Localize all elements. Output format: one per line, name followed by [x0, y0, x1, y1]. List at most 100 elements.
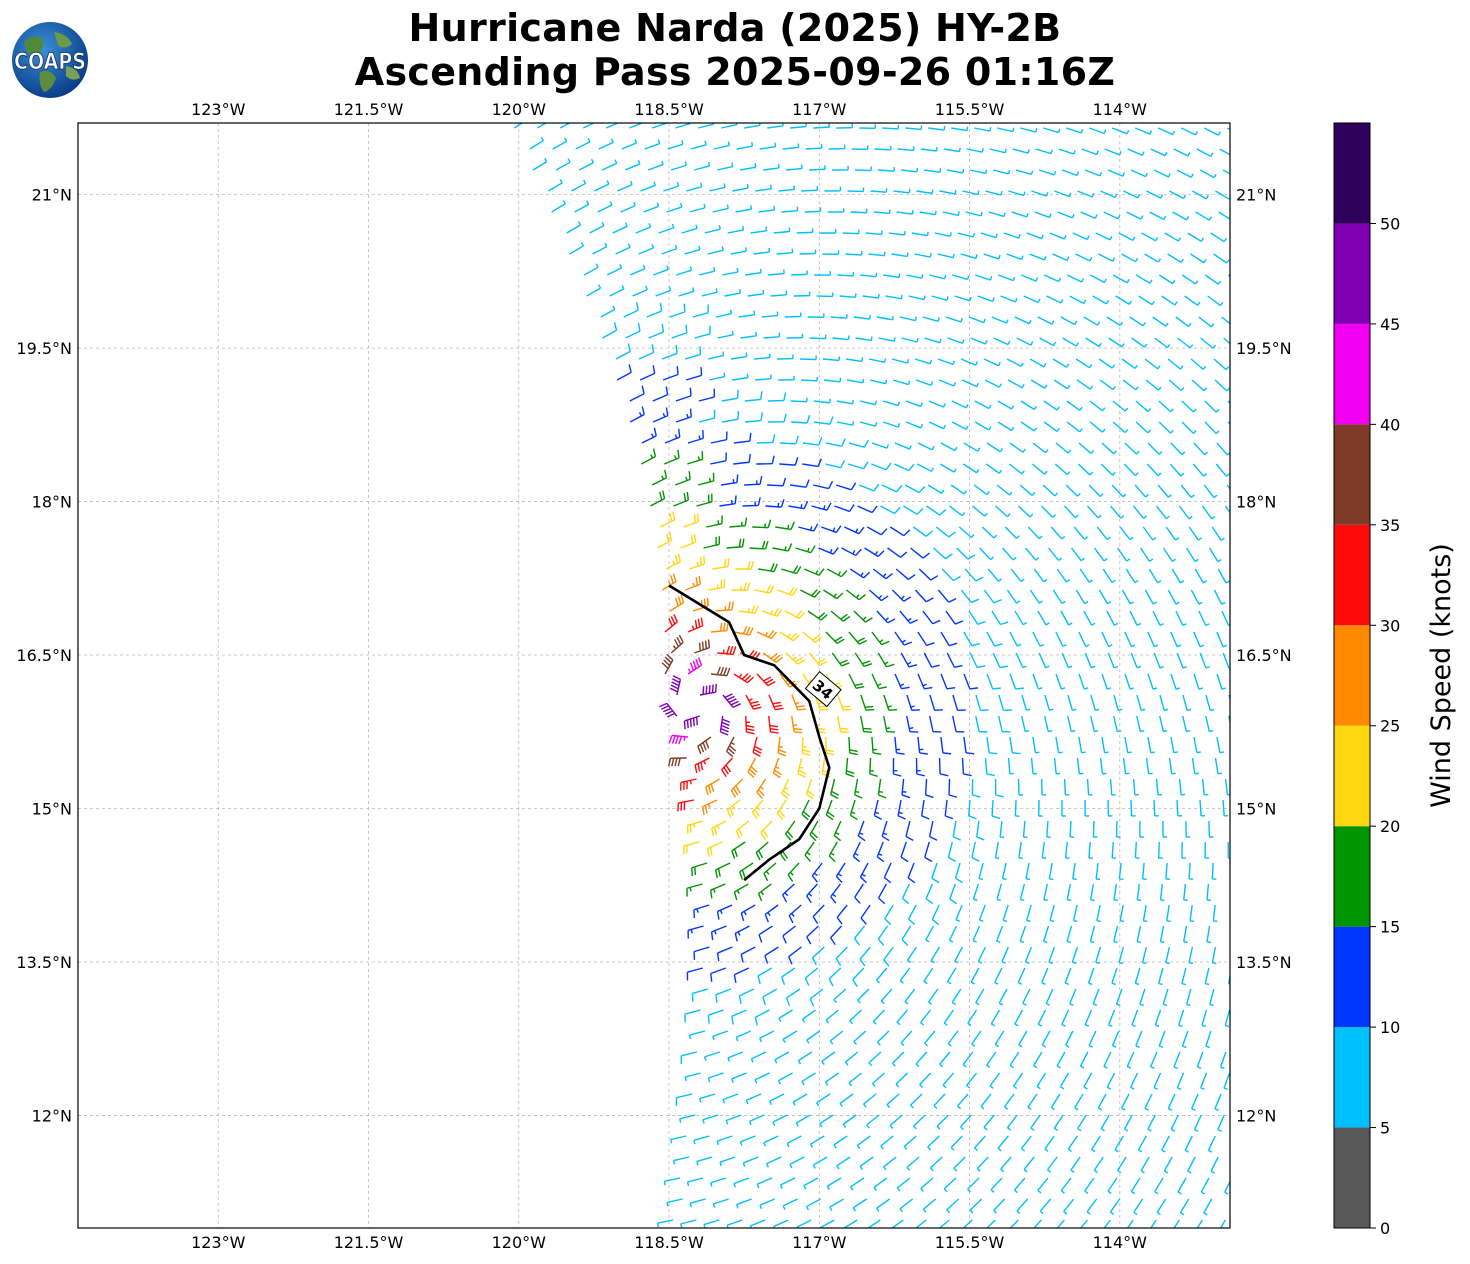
wind-barb-56 — [1081, 148, 1099, 156]
wind-barb-1239 — [693, 1135, 710, 1145]
wind-barb-1043 — [1118, 946, 1125, 965]
wind-barb-987 — [884, 904, 894, 926]
wind-barb-52 — [989, 148, 1007, 154]
wind-barb-228 — [952, 274, 970, 281]
wind-barb-1039 — [1024, 946, 1033, 964]
wind-barb-253 — [862, 294, 880, 299]
chart-title: Hurricane Narda (2025) HY-2B Ascending P… — [180, 6, 1290, 94]
wind-barb-453 — [1078, 442, 1095, 455]
wind-barb-991 — [978, 904, 986, 923]
wind-barb-40 — [713, 141, 730, 150]
wind-barb-988 — [908, 904, 917, 926]
wind-barb-279 — [807, 313, 825, 319]
wind-barb-664 — [687, 617, 704, 633]
wind-barb-738 — [669, 675, 682, 696]
wind-barb-895 — [952, 820, 962, 841]
wind-barb-495 — [858, 483, 880, 492]
wind-barb-973 — [1113, 883, 1119, 902]
wind-barb-1324 — [969, 1198, 983, 1214]
wind-barb-21 — [997, 127, 1015, 133]
wind-barb-418 — [882, 421, 901, 428]
wind-barb-631 — [1075, 589, 1089, 605]
wind-barb-1150 — [868, 1051, 882, 1067]
wind-barb-452 — [1055, 442, 1072, 454]
wind-barb-802 — [1009, 736, 1021, 755]
wind-barb-303 — [717, 330, 734, 339]
wind-barb-529 — [1040, 505, 1057, 518]
wind-barb-330 — [707, 351, 725, 360]
wind-barb-1378 — [1080, 1241, 1090, 1256]
wind-barb-1101 — [825, 1009, 839, 1024]
wind-barb-1175 — [895, 1072, 909, 1088]
wind-barb-285 — [945, 316, 963, 323]
colorbar-bin-5 — [1334, 625, 1370, 726]
wind-barb-764 — [683, 715, 700, 730]
wind-barb-306 — [786, 333, 804, 339]
wind-barb-580 — [1047, 547, 1063, 562]
wind-barb-129 — [666, 203, 683, 213]
wind-barb-967 — [972, 883, 980, 902]
wind-barb-11 — [767, 123, 784, 129]
wind-barb-1020 — [1113, 925, 1119, 944]
wind-barb-183 — [569, 242, 584, 255]
wind-barb-618 — [777, 587, 798, 597]
wind-barb-766 — [745, 715, 755, 735]
wind-barb-1102 — [849, 1009, 863, 1025]
wind-barb-530 — [1063, 505, 1079, 519]
wind-barb-1072 — [691, 988, 709, 1002]
wind-barb-120 — [1146, 190, 1164, 199]
wind-barb-883 — [1222, 799, 1229, 817]
wind-barb-1246 — [856, 1135, 871, 1150]
wind-barb-493 — [812, 480, 834, 490]
wind-barb-1348 — [962, 1219, 973, 1228]
wind-barb-1283 — [1163, 1156, 1173, 1174]
wind-barb-281 — [853, 314, 871, 320]
wind-barb-979 — [693, 904, 710, 919]
wind-barb-1110 — [1037, 1009, 1047, 1027]
wind-barb-1196 — [816, 1093, 831, 1107]
wind-barb-1098 — [754, 1009, 770, 1026]
wind-barb-404 — [1181, 400, 1197, 413]
wind-barb-927 — [1134, 841, 1140, 859]
wind-barb-984 — [812, 904, 825, 924]
wind-barb-43 — [782, 143, 800, 150]
wind-barb-474 — [962, 463, 980, 474]
wind-barb-1049 — [710, 967, 727, 982]
wind-barb-592 — [758, 563, 778, 573]
wind-barb-544 — [798, 523, 819, 532]
wind-barb-608 — [1125, 568, 1139, 584]
wind-barb-414 — [791, 414, 811, 424]
wind-barb-334 — [800, 355, 817, 361]
wind-barb-810 — [1193, 736, 1201, 754]
wind-barb-1192 — [722, 1093, 739, 1104]
wind-barb-1153 — [939, 1051, 951, 1068]
wind-barb-1055 — [852, 967, 865, 987]
wind-barb-100 — [686, 182, 703, 192]
wind-barb-101 — [709, 183, 726, 192]
colorbar-bin-9 — [1334, 223, 1370, 324]
wind-barb-266 — [1161, 295, 1178, 306]
lat-tick-left-3: 16.5°N — [16, 646, 72, 665]
wind-barb-1031 — [835, 946, 848, 966]
wind-barb-611 — [1194, 568, 1208, 584]
wind-barb-992 — [1002, 904, 1009, 923]
wind-barb-282 — [876, 315, 894, 321]
wind-barb-510 — [1203, 484, 1218, 499]
wind-barb-434 — [641, 427, 657, 444]
wind-barb-602 — [987, 568, 1002, 582]
wind-barb-482 — [1146, 463, 1162, 477]
wind-barb-193 — [799, 249, 817, 255]
wind-barb-119 — [1123, 190, 1141, 199]
wind-barb-248 — [747, 289, 765, 297]
wind-barb-408 — [652, 407, 669, 423]
wind-barb-688 — [670, 634, 684, 654]
wind-barb-1017 — [1042, 925, 1050, 944]
wind-barb-823 — [938, 757, 949, 777]
wind-barb-1042 — [1095, 946, 1102, 965]
wind-barb-666 — [733, 626, 754, 636]
wind-barb-1251 — [974, 1135, 986, 1152]
wind-barb-301 — [671, 324, 688, 339]
wind-barb-339 — [914, 358, 933, 365]
wind-barb-748 — [906, 694, 920, 711]
wind-barb-1045 — [1165, 946, 1171, 965]
